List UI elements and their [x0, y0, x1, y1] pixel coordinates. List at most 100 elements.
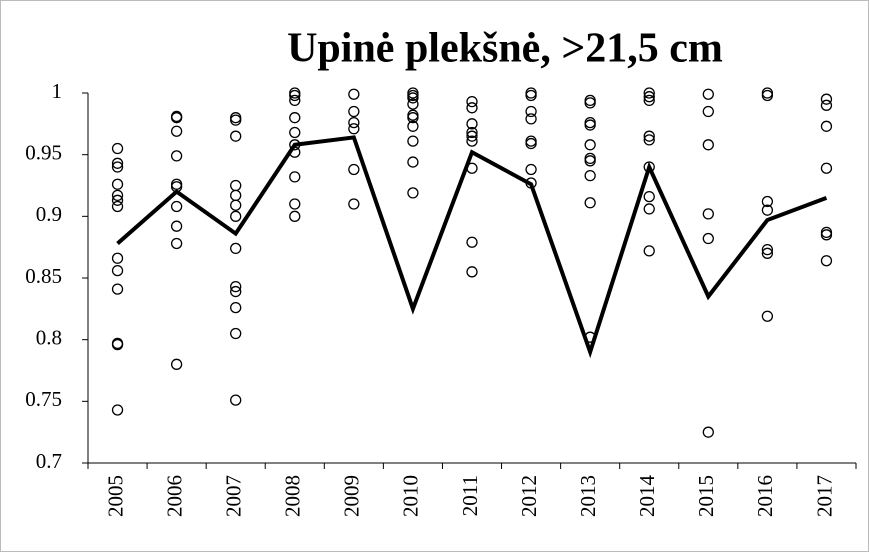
point: [170, 358, 183, 370]
point: [230, 301, 242, 314]
point: [643, 134, 655, 146]
x-tick-label: 2008: [281, 475, 305, 517]
point: [643, 130, 655, 142]
point: [111, 338, 124, 351]
point: [761, 310, 774, 322]
point: [643, 94, 655, 107]
point: [230, 327, 242, 340]
x-tick-label: 2013: [576, 475, 600, 517]
point: [111, 161, 124, 173]
point: [230, 242, 242, 255]
point: [111, 252, 124, 264]
point: [348, 198, 360, 210]
point: [702, 208, 714, 220]
point: [348, 88, 360, 100]
point: [111, 142, 124, 155]
y-tick-label: 1: [52, 79, 63, 103]
point: [702, 232, 714, 245]
point: [702, 139, 714, 151]
x-tick-label: 2007: [222, 475, 246, 517]
point: [820, 99, 833, 111]
point: [111, 264, 124, 277]
point: [820, 120, 833, 132]
point: [761, 204, 774, 216]
point: [407, 92, 419, 104]
point: [584, 197, 596, 209]
point: [643, 245, 655, 257]
point: [820, 162, 833, 174]
point: [289, 94, 301, 107]
y-tick-label: 0.9: [36, 202, 62, 226]
y-tick-label: 0.8: [36, 325, 62, 349]
point: [466, 135, 478, 147]
point: [230, 394, 242, 406]
point: [466, 102, 478, 114]
point: [643, 203, 655, 215]
point: [111, 404, 124, 416]
point: [111, 178, 124, 190]
point: [702, 105, 714, 118]
point: [230, 114, 242, 126]
point: [820, 93, 833, 105]
mean-line: [116, 135, 828, 359]
point: [584, 119, 596, 131]
point: [643, 91, 655, 103]
y-tick-label: 0.85: [25, 264, 62, 288]
point: [407, 112, 419, 124]
point: [761, 195, 774, 208]
point: [407, 156, 419, 168]
point: [702, 88, 714, 100]
x-tick-label: 2010: [399, 475, 423, 517]
point: [289, 126, 301, 139]
point: [761, 243, 774, 256]
y-tick-label: 0.7: [36, 449, 62, 473]
point: [643, 190, 655, 203]
point: [407, 187, 419, 199]
point: [525, 113, 537, 125]
point: [230, 285, 242, 298]
point: [111, 157, 124, 169]
point: [348, 163, 360, 176]
x-tick-label: 2016: [753, 475, 777, 517]
point: [170, 220, 183, 232]
point: [584, 97, 596, 109]
point: [170, 112, 183, 124]
point: [407, 120, 419, 132]
point: [584, 169, 596, 182]
point: [170, 125, 183, 137]
point: [466, 266, 478, 278]
point: [170, 150, 183, 162]
point: [407, 135, 419, 147]
point: [761, 89, 774, 102]
point: [643, 87, 655, 99]
x-tick-label: 2011: [458, 475, 482, 516]
point: [466, 126, 478, 139]
point: [466, 95, 478, 108]
x-tick-label: 2012: [517, 475, 541, 517]
x-tick-label: 2009: [340, 475, 364, 517]
point: [348, 105, 360, 118]
point: [111, 189, 124, 202]
point: [407, 98, 419, 110]
point: [525, 137, 537, 150]
point: [289, 112, 301, 124]
point: [525, 105, 537, 118]
point: [289, 171, 301, 183]
point: [820, 229, 833, 241]
point: [584, 139, 596, 151]
point: [466, 236, 478, 248]
point: [289, 89, 301, 102]
x-tick-label: 2015: [694, 475, 718, 517]
point: [170, 200, 183, 213]
point: [584, 155, 596, 167]
chart-title: Upinė plekšnė, >21,5 cm: [287, 26, 723, 72]
x-tick-label: 2017: [812, 475, 836, 517]
x-tick-label: 2014: [635, 475, 659, 518]
point: [111, 194, 124, 206]
x-tick-label: 2006: [162, 475, 186, 517]
point: [230, 210, 242, 222]
point: [230, 280, 242, 293]
point: [525, 89, 537, 102]
point: [525, 163, 537, 176]
